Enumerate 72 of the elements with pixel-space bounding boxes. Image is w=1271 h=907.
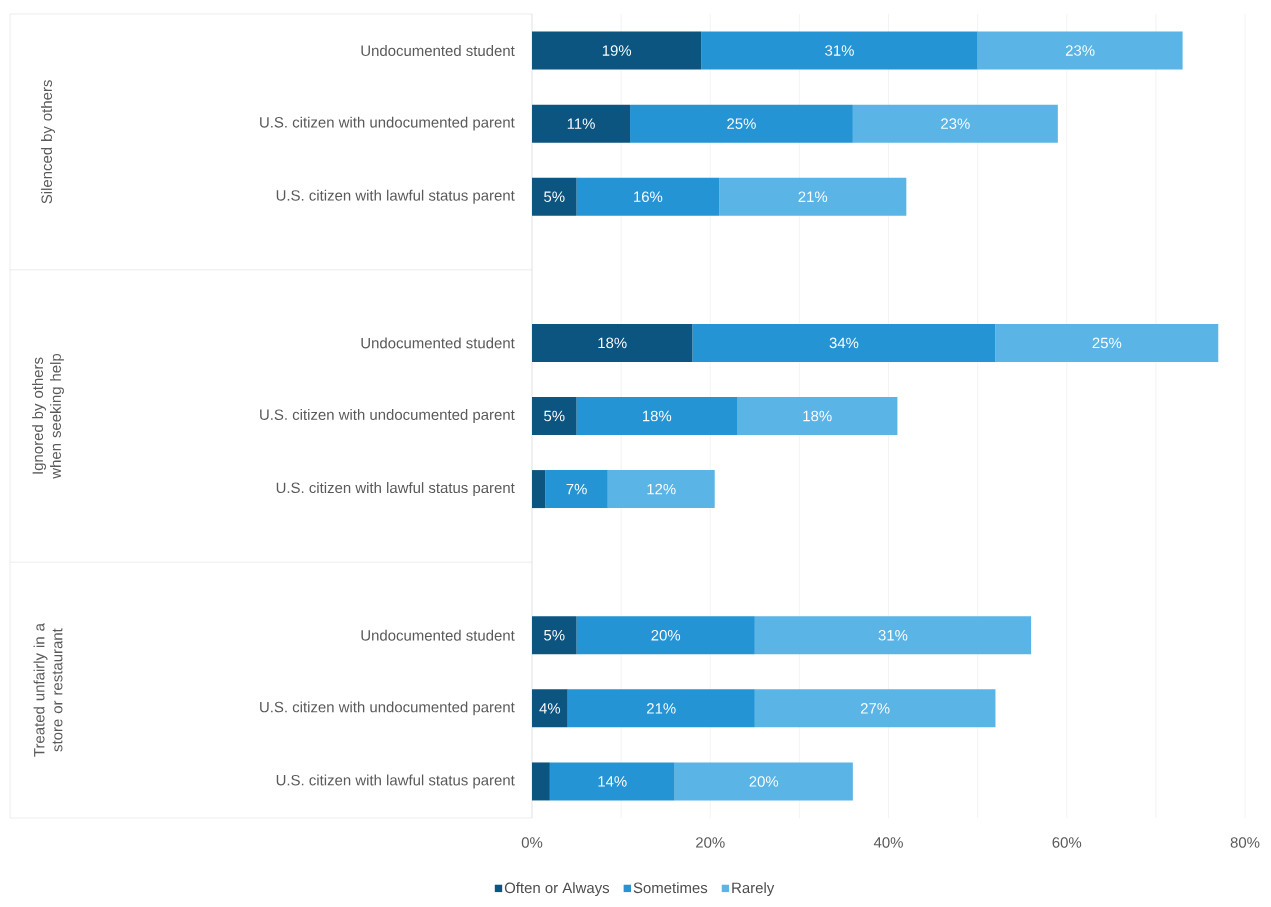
data-label: 11% [567, 118, 595, 129]
bar [532, 616, 577, 655]
data-label: 18% [598, 337, 627, 349]
data-label: 18% [803, 410, 832, 422]
x-tick-label: 40% [873, 837, 903, 848]
data-label: 25% [727, 118, 756, 129]
data-label: 25% [1092, 337, 1122, 349]
x-tick-label: 20% [696, 837, 725, 848]
data-label: 21% [798, 191, 828, 202]
text: Silenced by others [41, 80, 55, 204]
data-label: 19% [602, 45, 632, 56]
bar [532, 762, 550, 801]
data-label: 27% [860, 703, 890, 714]
bar [532, 396, 577, 435]
x-tick-label: 60% [1052, 837, 1082, 848]
bar [701, 31, 978, 70]
bar [532, 177, 577, 216]
data-label: 23% [1065, 45, 1095, 56]
data-label: 14% [598, 776, 627, 787]
bar [532, 689, 568, 728]
y-tick-label: U.S. citizen with undocumented parent [260, 701, 515, 716]
legend-label: Often or Always [504, 882, 610, 897]
bar [754, 616, 1032, 655]
data-label: 4% [539, 703, 561, 714]
y-tick-label: Undocumented student [361, 337, 515, 349]
bar [977, 31, 1183, 70]
bar [532, 323, 693, 362]
bar [576, 396, 737, 435]
y-tick-label: U.S. citizen with undocumented parent [260, 116, 515, 131]
bar [719, 177, 907, 216]
bar [995, 323, 1219, 362]
bar [576, 177, 720, 216]
data-label: 34% [829, 337, 859, 349]
bar [532, 31, 702, 70]
bar [754, 689, 996, 728]
data-label: 5% [544, 191, 565, 202]
y-tick-label: Undocumented student [361, 629, 515, 641]
bar [532, 104, 631, 143]
data-label: 31% [825, 45, 854, 56]
bar [630, 104, 853, 143]
bar [576, 616, 755, 655]
y-tick-label: U.S. citizen with undocumented parent [260, 409, 515, 423]
data-label: 21% [647, 703, 676, 714]
data-label: 16% [634, 191, 663, 202]
data-label: 18% [642, 410, 672, 422]
data-label: 5% [544, 410, 565, 422]
x-tick-label: 0% [521, 837, 543, 848]
data-label: 12% [647, 483, 676, 495]
y-tick-label: U.S. citizen with lawful status parent [276, 189, 515, 204]
data-label: 5% [544, 630, 565, 641]
x-tick-label: 80% [1230, 837, 1260, 848]
y-tick-label: U.S. citizen with lawful status parent [276, 482, 515, 497]
data-label: 23% [941, 118, 970, 129]
text: Ignored by others when seeking help [32, 353, 64, 479]
legend-label: Sometimes [633, 882, 708, 894]
data-label: 31% [878, 629, 908, 641]
bar [607, 470, 715, 509]
text: Treated unfairly in a store or restaurant [33, 623, 63, 757]
bar [852, 104, 1058, 143]
bar [736, 396, 898, 435]
bar [567, 689, 755, 728]
bar [674, 762, 853, 801]
legend-label: Rarely [732, 882, 775, 897]
y-tick-label: U.S. citizen with lawful status parent [276, 774, 515, 789]
data-label: 20% [651, 629, 681, 641]
data-label: 20% [749, 776, 779, 787]
y-tick-label: Undocumented student [361, 45, 515, 57]
bar [692, 323, 996, 362]
data-label: 7% [566, 483, 587, 495]
bar [549, 762, 675, 801]
bar [545, 470, 608, 509]
bar [532, 470, 546, 509]
